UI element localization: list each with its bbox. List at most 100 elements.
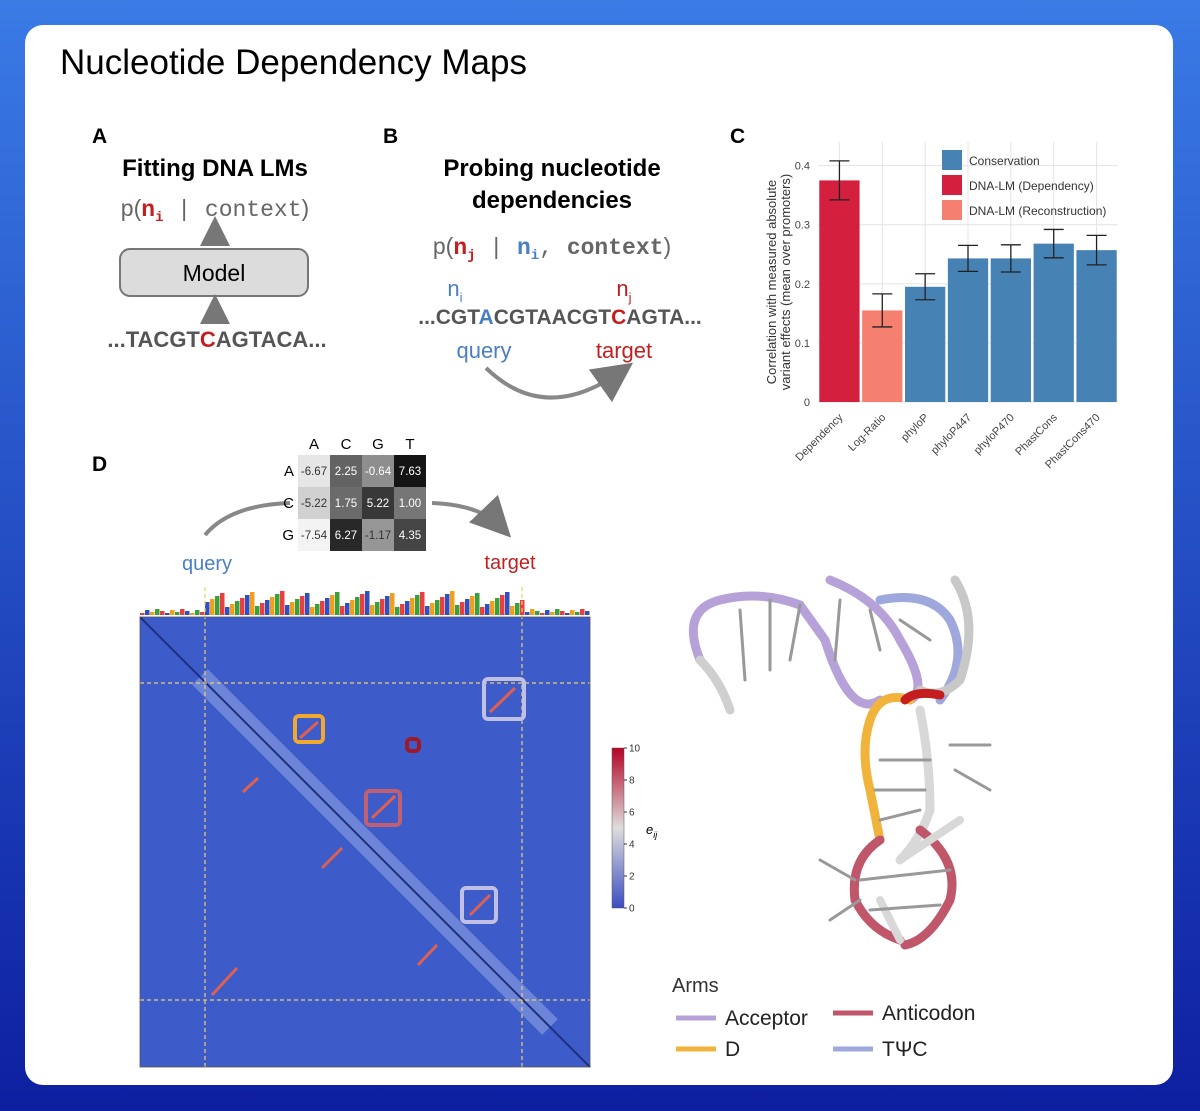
bar	[947, 258, 989, 402]
logo-letter	[415, 595, 420, 615]
logo-letter	[290, 602, 295, 615]
logo-letter	[230, 604, 235, 615]
logo-letter	[435, 600, 440, 615]
logo-letter	[325, 598, 330, 615]
matrix-column-label: C	[341, 436, 352, 453]
logo-letter	[405, 601, 410, 615]
matrix-cell	[394, 519, 426, 551]
query-label: query	[456, 338, 511, 363]
logo-letter	[400, 604, 405, 615]
logo-letter	[320, 601, 325, 615]
logo-letter	[315, 604, 320, 615]
highlight-box	[482, 677, 526, 721]
matrix-value: -0.64	[365, 466, 392, 478]
logo-letter	[270, 597, 275, 615]
text-part: e	[646, 822, 653, 837]
logo-letter	[385, 596, 390, 615]
logo-letter	[285, 605, 290, 615]
logo-letter	[345, 603, 350, 615]
pairing-signal	[210, 966, 239, 997]
logo-letter	[275, 594, 280, 615]
logo-letter	[455, 605, 460, 615]
logo-letter	[485, 604, 490, 615]
legend-label: D	[725, 1038, 740, 1061]
logo-letter	[520, 600, 525, 615]
text-part: j	[467, 248, 475, 264]
logo-letter	[380, 599, 385, 615]
colorbar-tick-label: 10	[629, 744, 641, 755]
logo-letter	[210, 599, 215, 615]
formula: p(ni | context)	[121, 195, 309, 226]
logo-letter	[540, 613, 545, 615]
logo-letter	[395, 607, 400, 615]
sequence: ...TACGTCAGTACA...	[107, 327, 326, 352]
panel-heading: dependencies	[472, 187, 632, 214]
slide-title: Nucleotide Dependency Maps	[60, 43, 527, 82]
matrix-cell	[394, 487, 426, 519]
logo-letter	[375, 602, 380, 615]
logo-letter	[525, 612, 530, 615]
highlight-box	[364, 789, 402, 827]
pairing-signal	[488, 686, 517, 714]
logo-letter	[265, 600, 270, 615]
text-part: i	[531, 248, 539, 264]
matrix-value: -7.54	[301, 530, 328, 542]
pairing-signal	[370, 794, 397, 820]
legend-label: Conservation	[969, 154, 1040, 168]
arrow	[431, 494, 512, 538]
colorbar-tick-label: 8	[629, 776, 635, 787]
logo-letter	[545, 610, 550, 615]
matrix-value: -6.67	[301, 466, 327, 478]
logo-letter	[280, 591, 285, 615]
matrix-value: -1.17	[365, 530, 391, 542]
legend-label: TΨC	[882, 1038, 928, 1061]
query-label: query	[182, 553, 232, 575]
logo-letter	[200, 612, 205, 615]
matrix-cell	[330, 455, 362, 487]
text-part: n	[517, 235, 531, 261]
text-part: n	[141, 197, 155, 223]
logo-letter	[165, 613, 170, 615]
logo-letter	[460, 602, 465, 615]
text-part: p(	[433, 233, 454, 259]
bar	[819, 180, 860, 402]
logo-letter	[175, 612, 180, 615]
logo-letter	[155, 609, 160, 615]
bar	[1076, 250, 1117, 402]
formula: p(nj | ni, context)	[433, 233, 671, 264]
logo-letter	[500, 595, 505, 615]
y-tick-label: 0	[804, 397, 810, 409]
colorbar-tick-label: 2	[629, 872, 635, 883]
logo-letter	[360, 594, 365, 615]
logo-letter	[215, 596, 220, 615]
logo-letter	[180, 609, 185, 615]
matrix-value: 7.63	[399, 466, 421, 478]
text-part: context	[567, 235, 664, 261]
logo-letter	[535, 611, 540, 615]
query-symbol: ni	[447, 276, 462, 305]
model-label: Model	[183, 260, 246, 286]
logo-letter	[425, 606, 430, 615]
panel-label: C	[730, 125, 745, 148]
highlight-box	[405, 737, 421, 753]
legend-label: DNA-LM (Dependency)	[969, 179, 1094, 193]
text-part: i	[460, 290, 463, 305]
logo-letter	[300, 596, 305, 615]
logo-letter	[560, 611, 565, 615]
logo-letter	[150, 612, 155, 615]
pairing-signal	[416, 943, 439, 967]
y-axis-label: variant effects (mean over promoters)	[778, 174, 793, 391]
text-part: CGTAACGT	[494, 306, 612, 329]
logo-letter	[465, 599, 470, 615]
logo-letter	[570, 610, 575, 615]
panel-label: A	[92, 125, 107, 148]
panel-label: B	[383, 125, 398, 148]
y-tick-label: 0.1	[795, 338, 810, 350]
text-part: n	[616, 276, 628, 301]
logo-letter	[370, 605, 375, 615]
matrix-cell	[330, 519, 362, 551]
text-part: AGTA...	[626, 306, 701, 329]
matrix-row-label: C	[283, 495, 294, 512]
